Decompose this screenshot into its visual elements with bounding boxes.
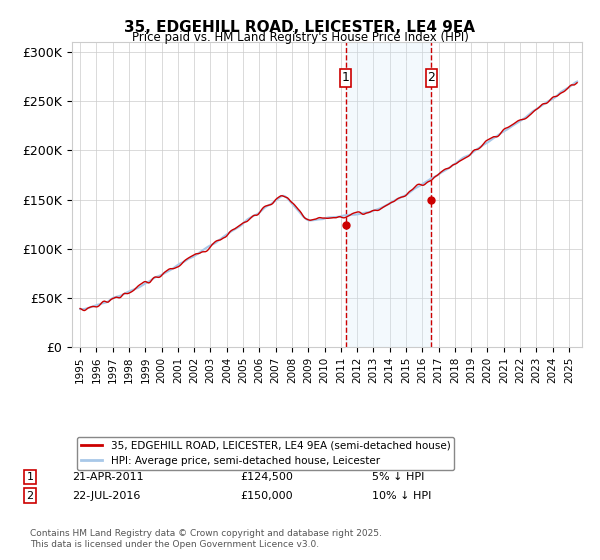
Text: 22-JUL-2016: 22-JUL-2016 bbox=[72, 491, 140, 501]
FancyBboxPatch shape bbox=[340, 69, 352, 86]
Text: 5% ↓ HPI: 5% ↓ HPI bbox=[372, 472, 424, 482]
Text: Price paid vs. HM Land Registry's House Price Index (HPI): Price paid vs. HM Land Registry's House … bbox=[131, 31, 469, 44]
Text: 35, EDGEHILL ROAD, LEICESTER, LE4 9EA: 35, EDGEHILL ROAD, LEICESTER, LE4 9EA bbox=[125, 20, 476, 35]
Text: 21-APR-2011: 21-APR-2011 bbox=[72, 472, 143, 482]
Text: 1: 1 bbox=[26, 472, 34, 482]
Bar bbox=[346, 42, 431, 347]
Text: £124,500: £124,500 bbox=[240, 472, 293, 482]
Text: 1: 1 bbox=[342, 71, 350, 84]
Text: 2: 2 bbox=[427, 71, 435, 84]
Text: Contains HM Land Registry data © Crown copyright and database right 2025.
This d: Contains HM Land Registry data © Crown c… bbox=[30, 529, 382, 549]
FancyBboxPatch shape bbox=[425, 69, 437, 86]
Text: 10% ↓ HPI: 10% ↓ HPI bbox=[372, 491, 431, 501]
Text: 2: 2 bbox=[26, 491, 34, 501]
Text: £150,000: £150,000 bbox=[240, 491, 293, 501]
Legend: 35, EDGEHILL ROAD, LEICESTER, LE4 9EA (semi-detached house), HPI: Average price,: 35, EDGEHILL ROAD, LEICESTER, LE4 9EA (s… bbox=[77, 437, 454, 470]
